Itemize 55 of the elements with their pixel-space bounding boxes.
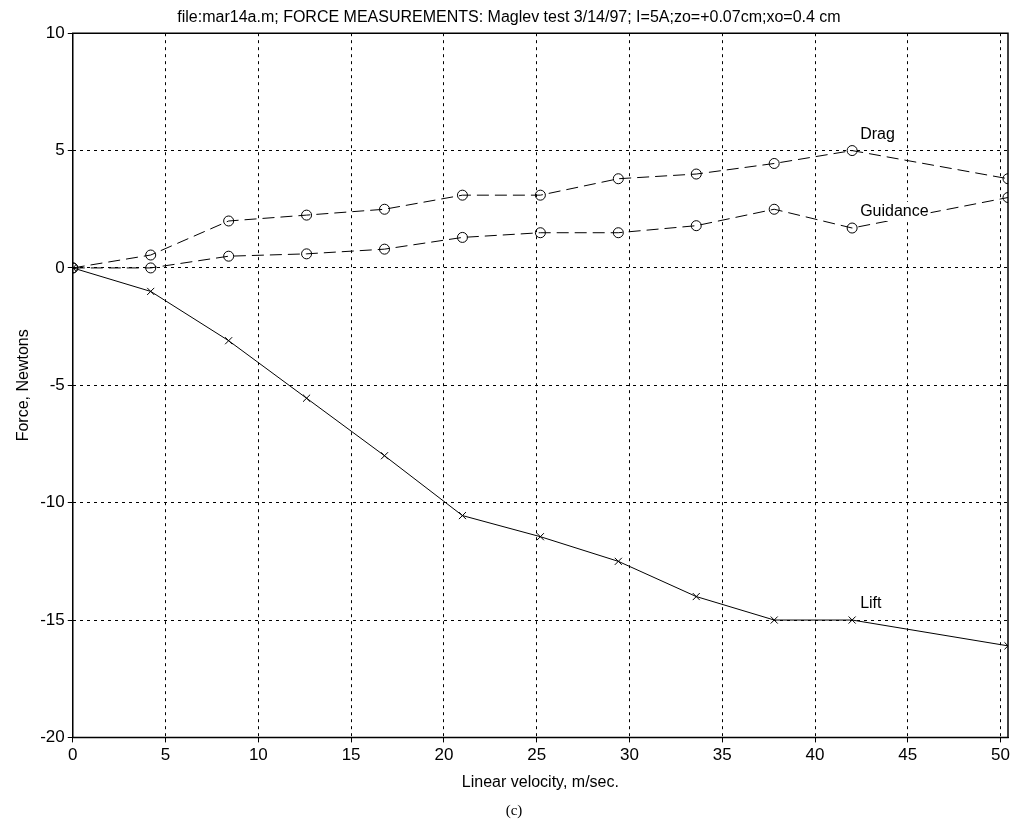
y-tick-label: -15: [40, 609, 65, 629]
point: [536, 532, 545, 541]
point: [770, 616, 779, 625]
x-tick-label: 20: [434, 745, 454, 765]
y-tick-label: 0: [55, 257, 65, 277]
series-label: Guidance: [860, 202, 929, 220]
point: [145, 262, 157, 274]
point: [223, 215, 235, 227]
series-label: Lift: [860, 594, 883, 612]
y-axis-title: Force, Newtons: [14, 329, 32, 442]
point: [768, 157, 780, 169]
point: [612, 227, 624, 239]
point: [458, 511, 467, 520]
x-tick-label: 5: [160, 745, 171, 765]
y-tick-label: -20: [40, 727, 65, 747]
point: [614, 557, 623, 566]
chart-title: file:mar14a.m; FORCE MEASUREMENTS: Maglev test 3/14/97; I=5A;zo=+0.07cm;xo=0.4 cm: [177, 8, 841, 26]
x-tick-label: 15: [341, 745, 361, 765]
point: [456, 231, 468, 243]
point: [379, 243, 391, 255]
point: [302, 394, 311, 403]
point: [301, 209, 313, 221]
point: [534, 189, 546, 201]
x-axis-title: Linear velocity, m/sec.: [461, 772, 619, 790]
y-tick-label: -5: [49, 374, 65, 394]
x-tick-label: 35: [712, 745, 732, 765]
point: [534, 227, 546, 239]
point: [690, 220, 702, 232]
point: [848, 616, 857, 625]
point: [692, 592, 701, 601]
point: [768, 203, 780, 215]
point: [223, 250, 235, 262]
point: [846, 222, 858, 234]
point: [846, 145, 858, 157]
x-tick-label: 50: [991, 745, 1011, 765]
y-tick-label: 10: [45, 22, 65, 42]
point: [146, 287, 155, 296]
point: [456, 189, 468, 201]
x-tick-label: 10: [248, 745, 268, 765]
point: [379, 203, 391, 215]
y-tick-label: 5: [55, 140, 65, 160]
point: [301, 248, 313, 260]
series-label: Drag: [860, 124, 895, 142]
x-tick-label: 45: [898, 745, 918, 765]
point: [145, 249, 157, 261]
x-tick-label: 30: [619, 745, 639, 765]
x-tick-label: 40: [805, 745, 825, 765]
y-tick-label: -10: [40, 492, 65, 512]
point: [690, 168, 702, 180]
x-tick-label: 0: [68, 745, 78, 765]
point: [380, 451, 389, 460]
point: [224, 336, 233, 345]
text: (c): [504, 802, 524, 819]
x-tick-label: 25: [527, 745, 547, 765]
point: [612, 173, 624, 185]
